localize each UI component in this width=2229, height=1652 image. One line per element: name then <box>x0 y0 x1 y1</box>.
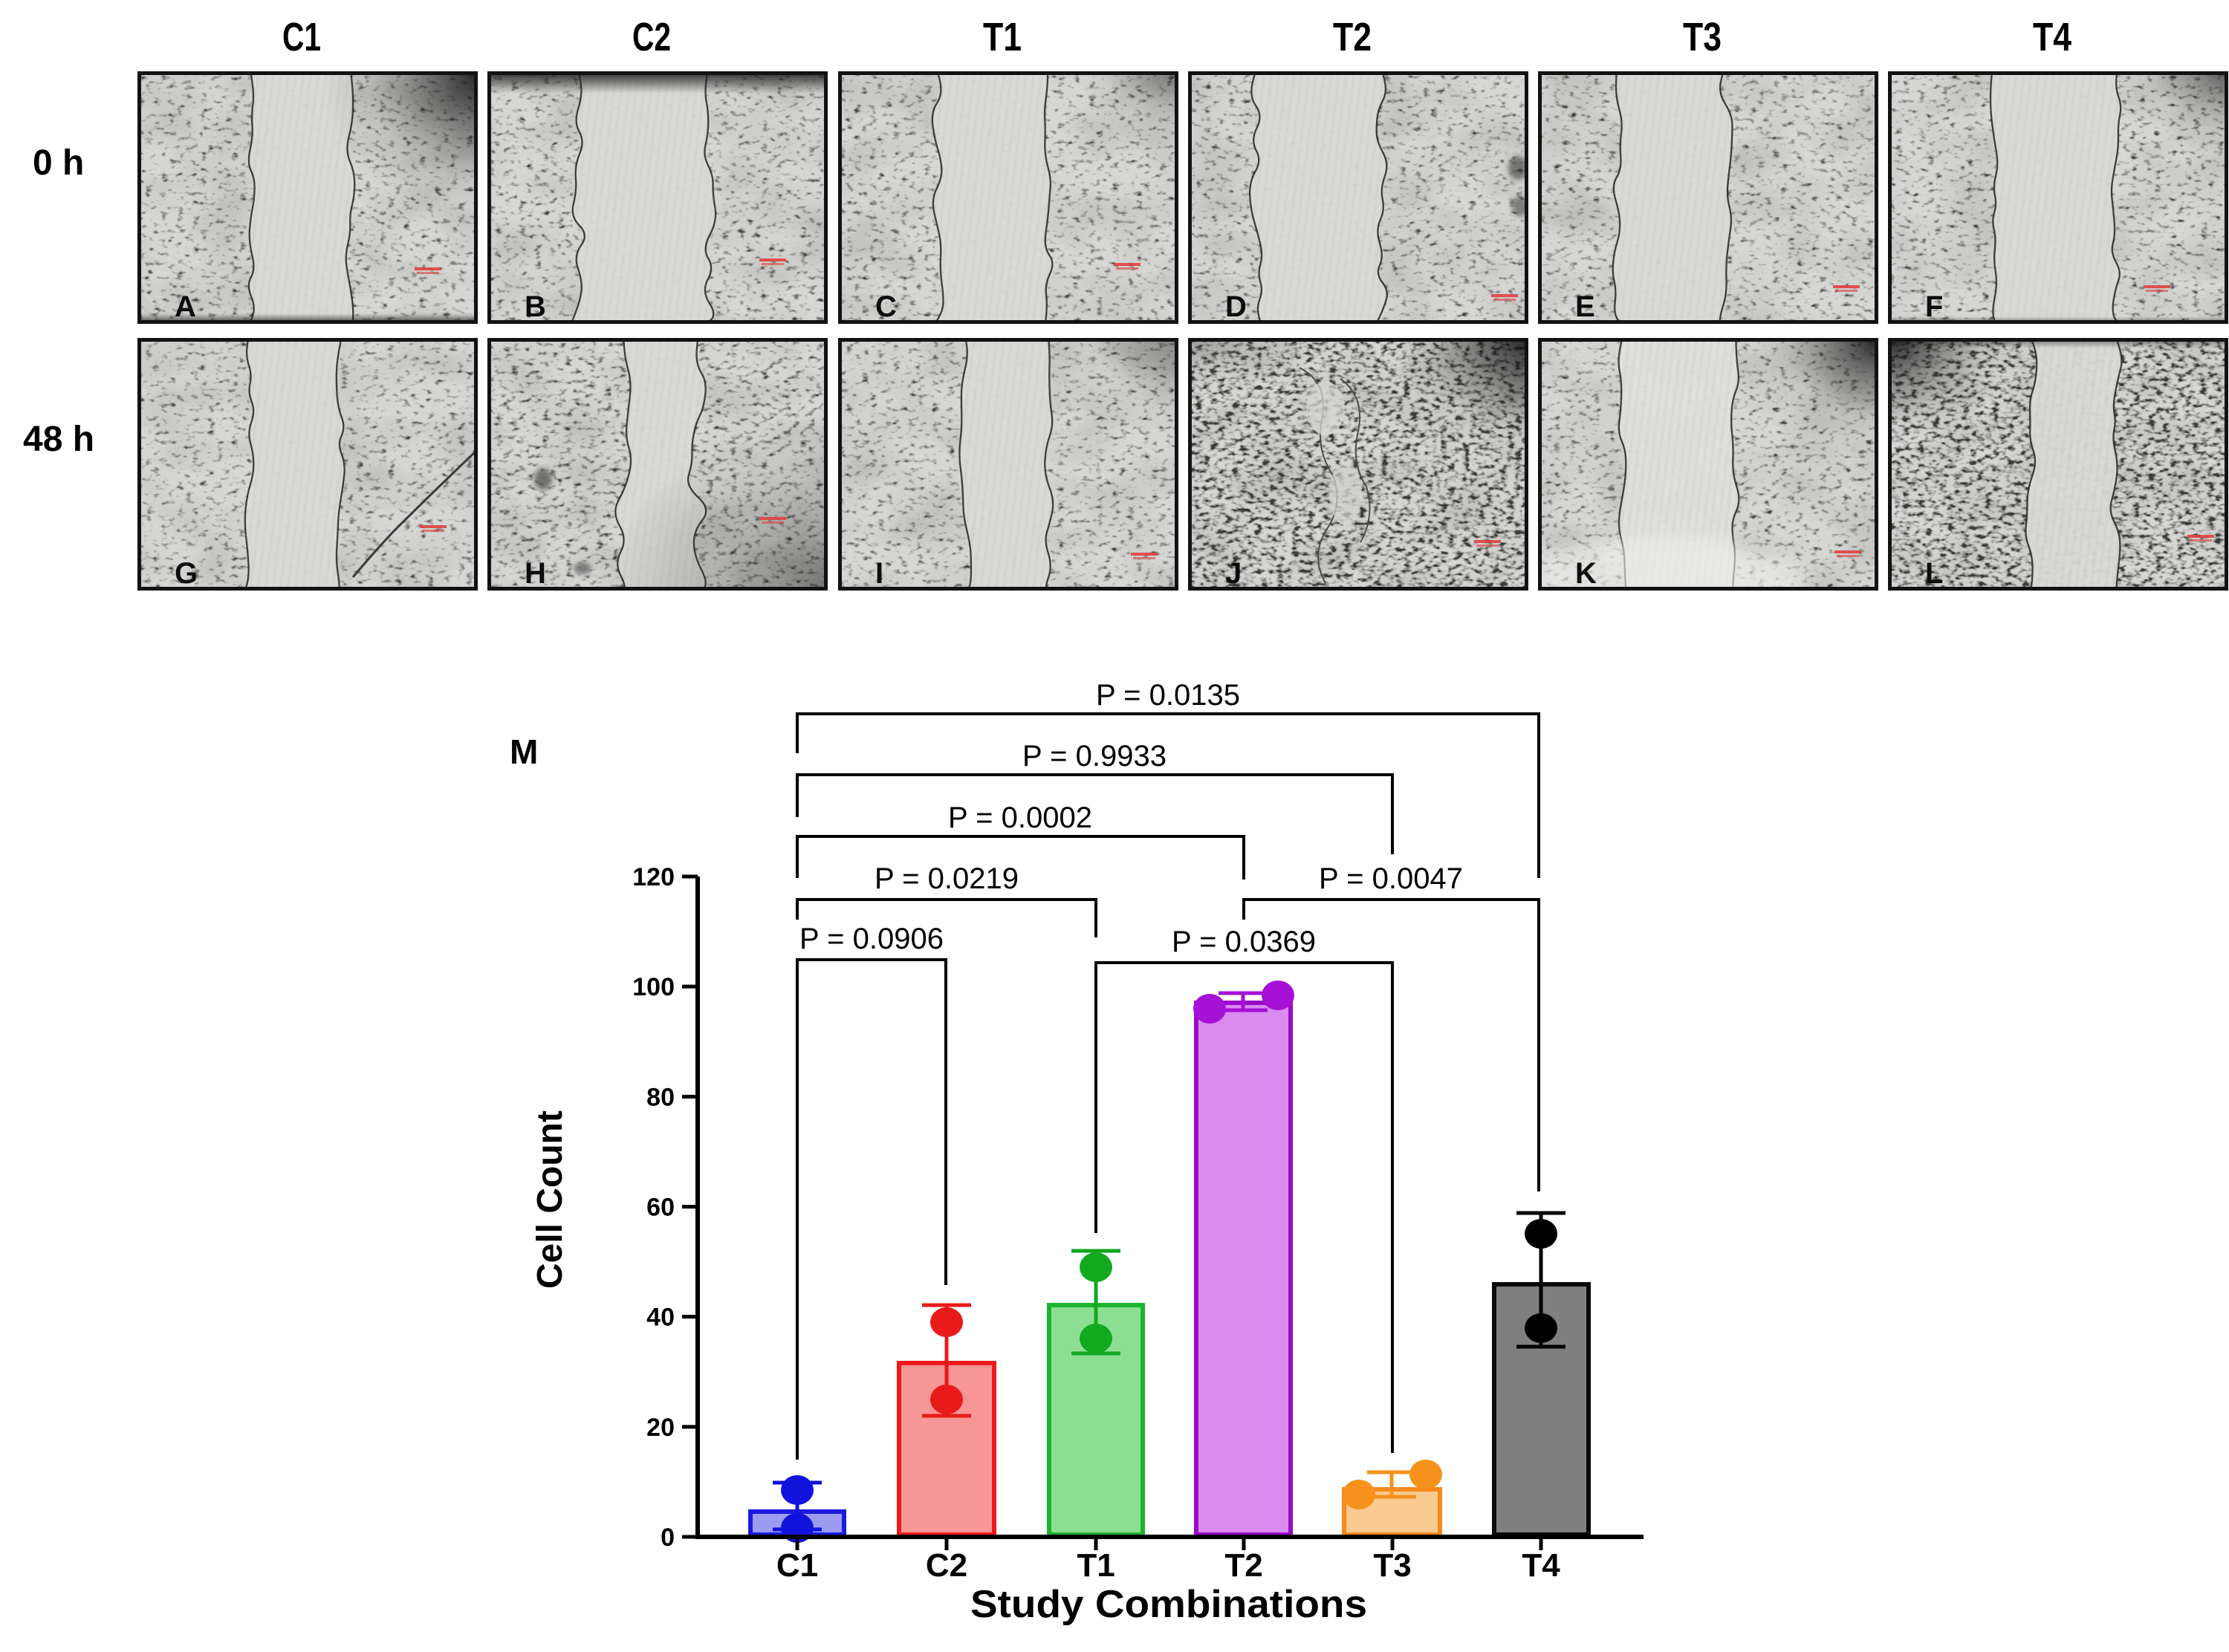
svg-text:C2: C2 <box>926 1547 967 1584</box>
svg-text:Study Combinations: Study Combinations <box>970 1583 1367 1626</box>
svg-text:80: 80 <box>646 1083 675 1111</box>
svg-text:D: D <box>1225 290 1247 323</box>
svg-text:P = 0.0219: P = 0.0219 <box>875 862 1019 895</box>
svg-text:P = 0.9933: P = 0.9933 <box>1022 740 1167 773</box>
svg-text:G: G <box>175 557 198 590</box>
svg-text:T4: T4 <box>1522 1547 1560 1584</box>
svg-text:I: I <box>875 557 883 590</box>
svg-text:48 h: 48 h <box>23 420 94 459</box>
svg-text:P = 0.0047: P = 0.0047 <box>1319 862 1463 895</box>
svg-text:C1: C1 <box>282 15 321 59</box>
svg-text:B: B <box>525 290 546 323</box>
svg-text:K: K <box>1575 557 1597 590</box>
svg-text:T4: T4 <box>2033 15 2071 59</box>
svg-text:P = 0.0369: P = 0.0369 <box>1172 926 1316 958</box>
svg-text:P = 0.0002: P = 0.0002 <box>948 801 1092 834</box>
svg-text:120: 120 <box>632 863 675 891</box>
svg-text:60: 60 <box>646 1194 675 1222</box>
svg-text:20: 20 <box>646 1414 675 1442</box>
svg-text:M: M <box>510 732 538 771</box>
svg-text:40: 40 <box>646 1304 675 1332</box>
svg-text:C2: C2 <box>632 15 671 59</box>
svg-text:T3: T3 <box>1683 15 1722 59</box>
svg-text:E: E <box>1575 290 1595 323</box>
svg-text:0: 0 <box>661 1523 675 1552</box>
svg-text:H: H <box>525 557 546 590</box>
svg-text:T2: T2 <box>1224 1547 1262 1584</box>
svg-text:T3: T3 <box>1373 1547 1411 1584</box>
svg-text:0 h: 0 h <box>33 143 84 183</box>
svg-text:J: J <box>1225 557 1242 590</box>
svg-text:T1: T1 <box>983 15 1022 59</box>
svg-text:100: 100 <box>632 973 675 1001</box>
svg-text:C1: C1 <box>776 1547 818 1584</box>
svg-text:L: L <box>1925 557 1943 590</box>
svg-text:T2: T2 <box>1333 15 1372 59</box>
svg-text:F: F <box>1925 290 1943 323</box>
svg-text:Cell Count: Cell Count <box>531 1110 570 1289</box>
svg-text:P = 0.0906: P = 0.0906 <box>799 923 944 955</box>
svg-text:C: C <box>875 290 897 323</box>
svg-text:T1: T1 <box>1077 1547 1114 1584</box>
svg-text:P = 0.0135: P = 0.0135 <box>1096 679 1240 712</box>
svg-text:A: A <box>175 290 196 323</box>
